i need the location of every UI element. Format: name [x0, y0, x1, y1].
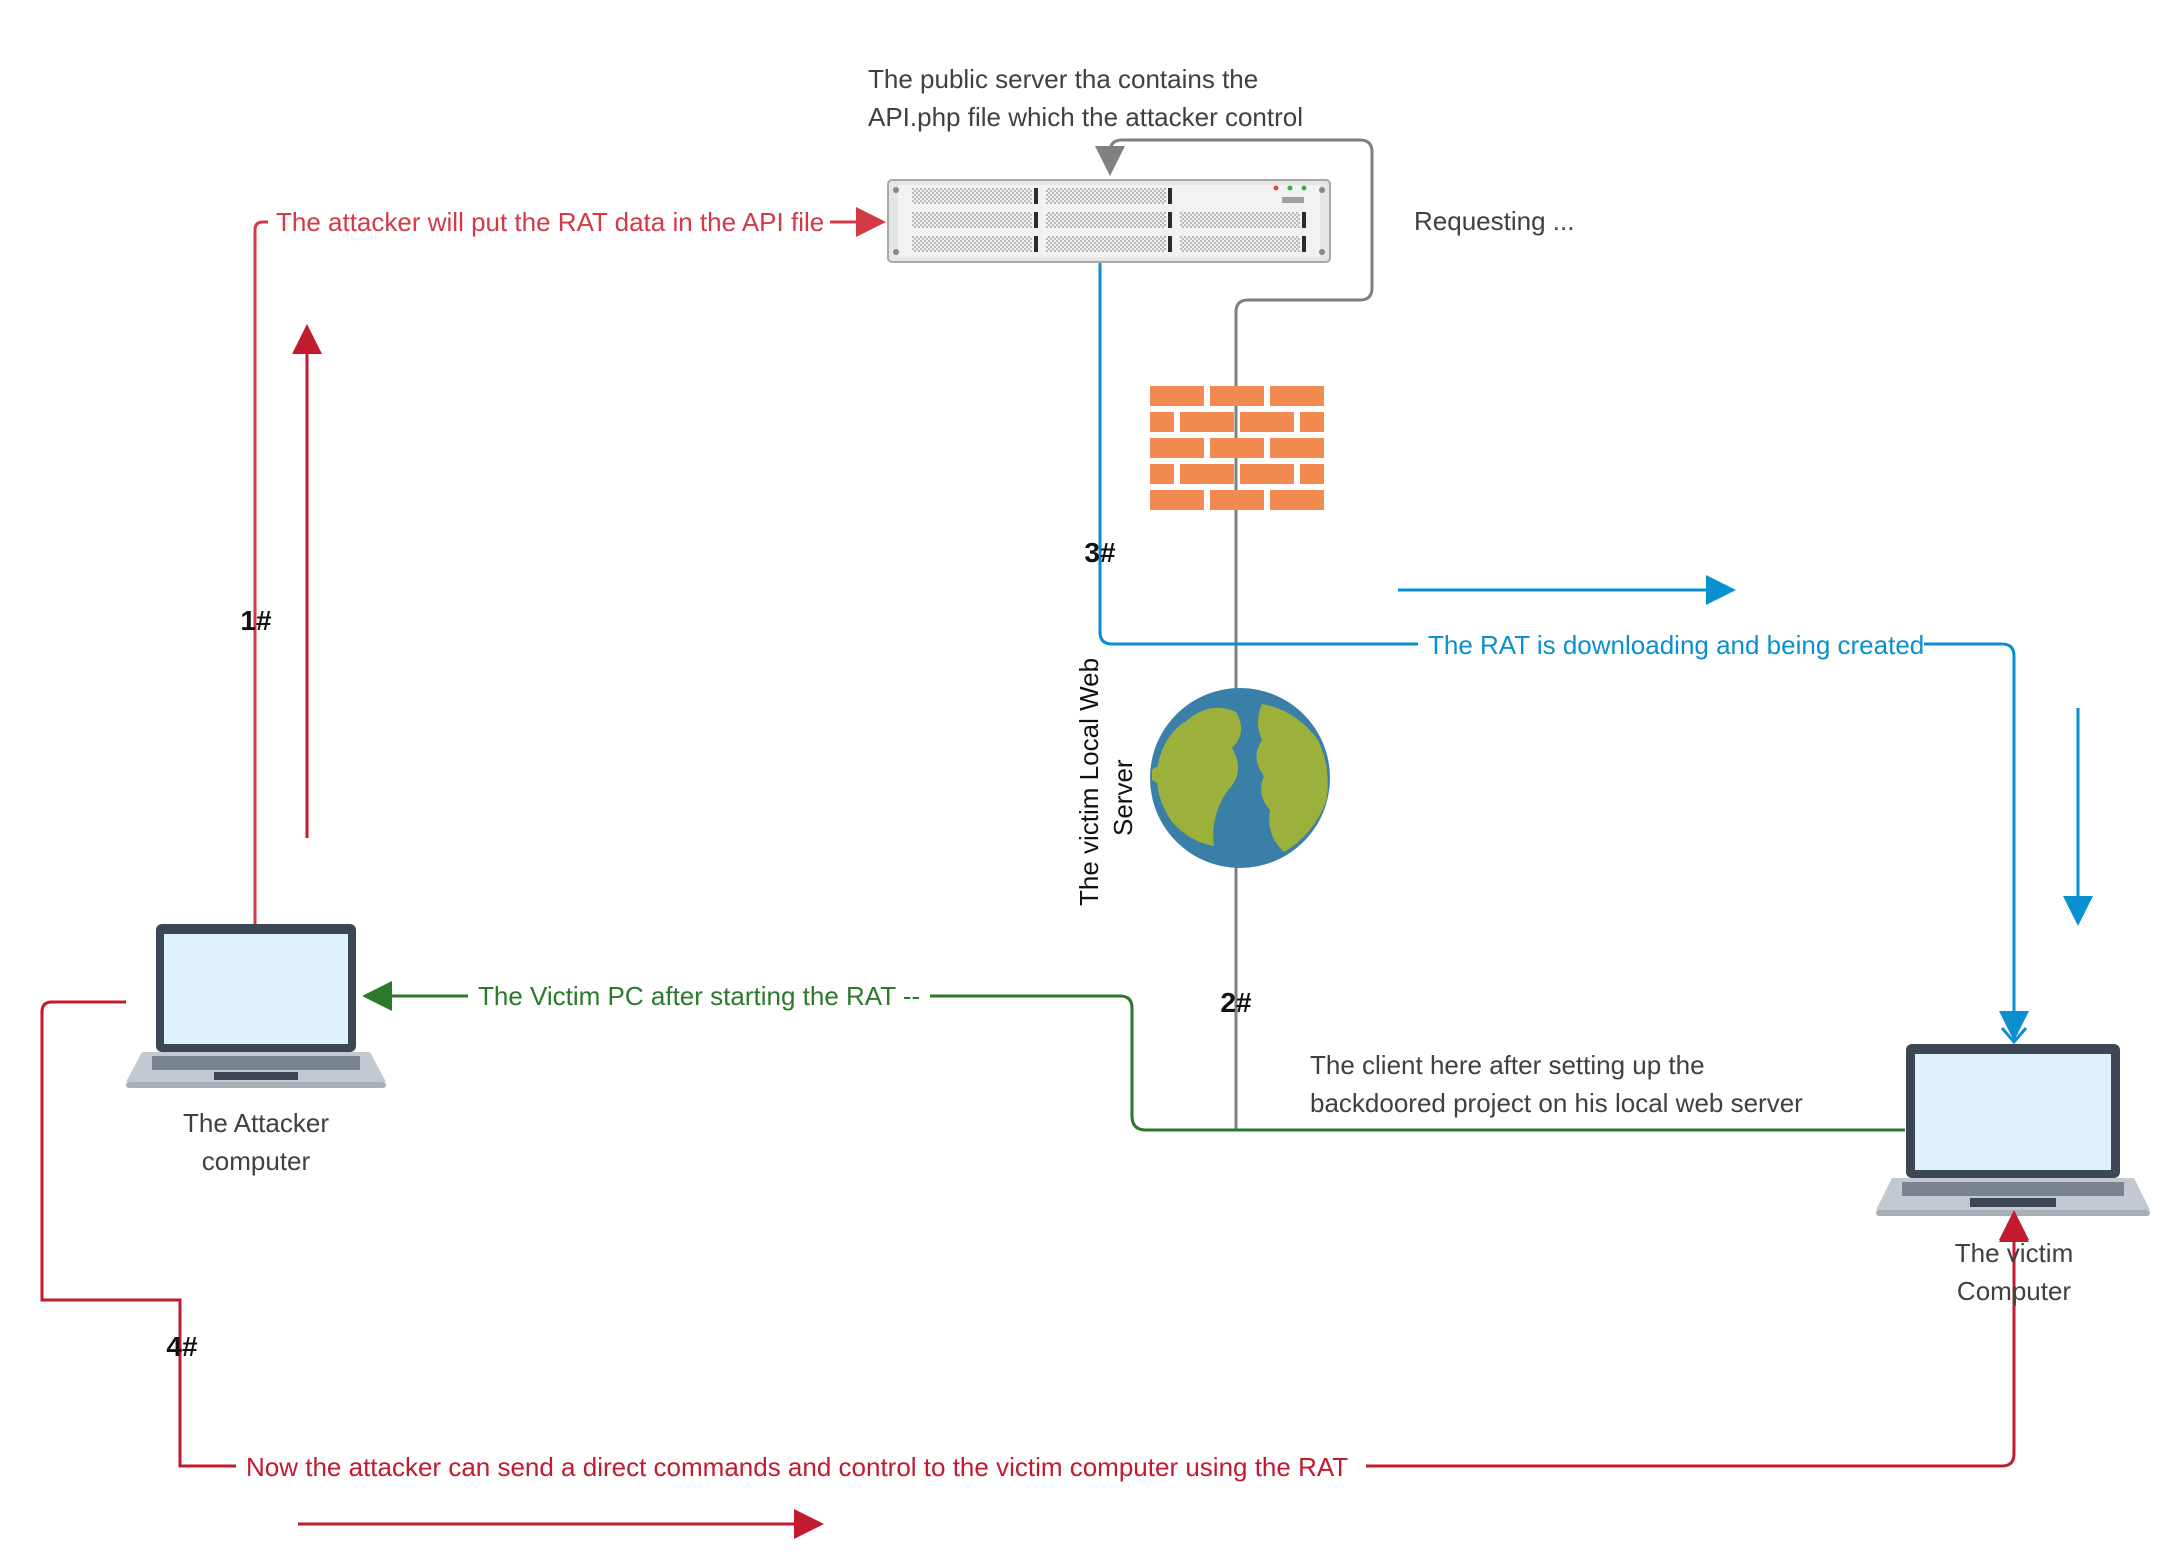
client-setup-label-line1: The client here after setting up the [1310, 1050, 1705, 1080]
globe-icon [1150, 688, 1330, 868]
double-chevron-icon [2000, 1027, 2028, 1045]
client-setup-label-line2: backdoored project on his local web serv… [1310, 1088, 1803, 1118]
laptop-icon [126, 924, 386, 1088]
firewall-brick-icon [1150, 386, 1324, 510]
edge-requesting [1095, 138, 1374, 1130]
edge-rat-downloading [1098, 240, 2014, 1035]
edge-attacker-commands [40, 1000, 2014, 1468]
requesting-label: Requesting ... [1414, 206, 1574, 236]
step-2-marker: 2# [1220, 987, 1252, 1018]
svg-text:The victim Local Web: The victim Local Web [1074, 658, 1104, 906]
attacker-computer-label-line2: computer [202, 1146, 311, 1176]
attacker-to-api-label: The attacker will put the RAT data in th… [276, 207, 824, 237]
victim-local-server-label: The victim Local Web Server [1074, 658, 1138, 906]
public-server-label-line2: API.php file which the attacker control [868, 102, 1303, 132]
rat-downloading-label: The RAT is downloading and being created [1428, 630, 1924, 660]
attacker-commands-label: Now the attacker can send a direct comma… [246, 1452, 1348, 1482]
victim-computer-label-line1: The victim [1955, 1238, 2073, 1268]
attacker-computer-label-line1: The Attacker [183, 1108, 329, 1138]
svg-text:Server: Server [1108, 759, 1138, 836]
step-3-marker: 3# [1084, 537, 1116, 568]
rack-server-icon [887, 179, 1331, 263]
step-4-marker: 4# [166, 1331, 198, 1362]
victim-to-attacker-label: The Victim PC after starting the RAT -- [478, 981, 920, 1011]
laptop-icon [1876, 1044, 2150, 1216]
victim-computer-label-line2: Computer [1957, 1276, 2071, 1306]
edge-attacker-to-api [253, 222, 880, 928]
step-1-marker: 1# [240, 605, 272, 636]
public-server-label-line1: The public server tha contains the [868, 64, 1258, 94]
edge-victim-to-attacker [368, 996, 1905, 1132]
